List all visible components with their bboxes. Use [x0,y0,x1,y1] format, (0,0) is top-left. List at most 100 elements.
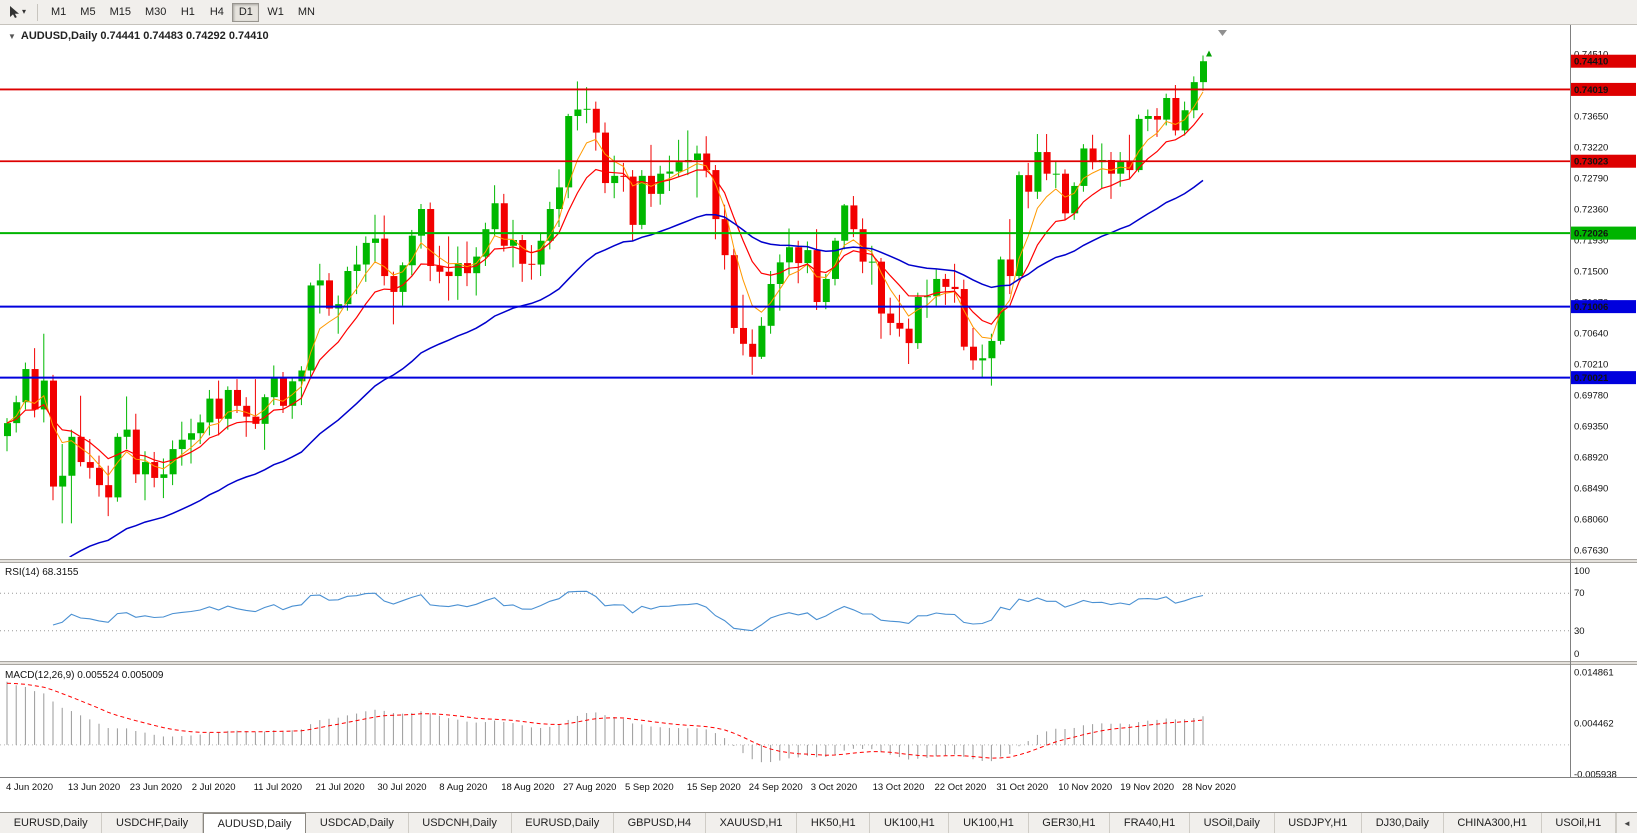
svg-text:19 Nov 2020: 19 Nov 2020 [1120,782,1174,793]
svg-text:0.72026: 0.72026 [1574,229,1608,240]
timeframe-button-m15[interactable]: M15 [104,3,137,22]
chart-tab-eurusd-daily[interactable]: EURUSD,Daily [511,813,614,833]
svg-text:0.004462: 0.004462 [1574,718,1614,729]
timeframe-button-mn[interactable]: MN [292,3,321,22]
svg-text:0.71930: 0.71930 [1574,236,1608,247]
svg-text:21 Jul 2020: 21 Jul 2020 [316,782,365,793]
chart-tab-hk50-h1[interactable]: HK50,H1 [797,813,871,833]
svg-text:0.68920: 0.68920 [1574,453,1608,464]
svg-text:0.71500: 0.71500 [1574,267,1608,278]
svg-text:24 Sep 2020: 24 Sep 2020 [749,782,803,793]
svg-text:0.67630: 0.67630 [1574,546,1608,557]
svg-text:100: 100 [1574,566,1590,577]
svg-text:27 Aug 2020: 27 Aug 2020 [563,782,616,793]
svg-text:0.014861: 0.014861 [1574,668,1614,679]
chart-tab-ger30-h1[interactable]: GER30,H1 [1028,813,1111,833]
svg-text:28 Nov 2020: 28 Nov 2020 [1182,782,1236,793]
chart-tab-usdjpy-h1[interactable]: USDJPY,H1 [1274,813,1363,833]
pointer-tool-button[interactable]: ▾ [3,2,31,22]
svg-text:0.69780: 0.69780 [1574,391,1608,402]
macd-histogram [6,681,1204,763]
svg-text:30: 30 [1574,626,1585,637]
svg-text:0.72360: 0.72360 [1574,205,1608,216]
timeframe-button-d1[interactable]: D1 [232,2,260,22]
chart-tab-eurusd-daily[interactable]: EURUSD,Daily [0,813,103,833]
svg-text:22 Oct 2020: 22 Oct 2020 [935,782,987,793]
macd-indicator-label: MACD(12,26,9) 0.005524 0.005009 [5,670,164,681]
ohlc-readout: ▼ AUDUSD,Daily 0.74441 0.74483 0.74292 0… [8,30,269,42]
svg-text:0: 0 [1574,649,1579,660]
chart-tab-audusd-daily[interactable]: AUDUSD,Daily [202,813,307,833]
ohlc-readout-text: AUDUSD,Daily 0.74441 0.74483 0.74292 0.7… [20,30,269,42]
chart-tab-uk100-h1[interactable]: UK100,H1 [949,813,1029,833]
price-chart[interactable]: 0.745100.736500.732200.727900.723600.719… [0,25,1637,812]
cursor-icon [10,6,19,18]
chart-shift-icon [1218,30,1227,36]
macd-signal-line [6,682,1204,759]
svg-text:11 Jul 2020: 11 Jul 2020 [254,782,302,793]
svg-text:70: 70 [1574,588,1585,599]
chart-tab-fra40-h1[interactable]: FRA40,H1 [1110,813,1190,833]
price-levels: 0.74410 0.74019 0.73023 0.72026 0.71006 0.700… [0,54,1636,385]
timeframe-button-h4[interactable]: H4 [203,3,230,22]
price-badge [1571,300,1636,314]
svg-text:0.70640: 0.70640 [1574,329,1608,340]
toolbar-separator [37,3,39,21]
timeframe-buttons: M1 M5 M15 M30 H1 H4 D1 W1 MN [44,2,322,22]
timeframe-toolbar: ▾ M1 M5 M15 M30 H1 H4 D1 W1 MN [0,0,1637,25]
up-arrow-icon [1206,50,1212,57]
svg-text:0.73650: 0.73650 [1574,112,1608,123]
svg-text:0.74019: 0.74019 [1574,85,1608,96]
svg-text:13 Oct 2020: 13 Oct 2020 [873,782,925,793]
price-badge [1571,371,1636,385]
svg-text:3 Oct 2020: 3 Oct 2020 [811,782,857,793]
svg-text:30 Jul 2020: 30 Jul 2020 [377,782,426,793]
svg-text:10 Nov 2020: 10 Nov 2020 [1058,782,1112,793]
timeframe-button-h1[interactable]: H1 [174,3,201,22]
svg-text:0.73023: 0.73023 [1574,157,1608,168]
svg-text:0.72790: 0.72790 [1574,174,1608,185]
price-badge [1571,54,1636,68]
svg-text:2 Jul 2020: 2 Jul 2020 [192,782,236,793]
timeframe-button-w1[interactable]: W1 [261,3,290,22]
rsi-line [52,590,1204,632]
svg-text:23 Jun 2020: 23 Jun 2020 [130,782,182,793]
svg-text:4 Jun 2020: 4 Jun 2020 [6,782,53,793]
chart-tab-xauusd-h1[interactable]: XAUUSD,H1 [705,813,798,833]
chart-tab-usoil-h1[interactable]: USOil,H1 [1541,813,1616,833]
svg-text:8 Aug 2020: 8 Aug 2020 [439,782,487,793]
svg-text:0.74410: 0.74410 [1574,57,1608,68]
chart-tab-usdcad-daily[interactable]: USDCAD,Daily [306,813,409,833]
date-axis: 4 Jun 2020 13 Jun 2020 23 Jun 2020 2 Jul 20… [6,782,1236,793]
chart-tab-gbpusd-h4[interactable]: GBPUSD,H4 [613,813,706,833]
chevron-down-icon: ▾ [22,7,27,16]
svg-text:0.71006: 0.71006 [1574,302,1608,313]
price-badge [1571,82,1636,96]
chart-tab-china300-h1[interactable]: CHINA300,H1 [1443,813,1542,833]
svg-text:-0.005938: -0.005938 [1574,770,1617,781]
chart-tab-bar: EURUSD,Daily USDCHF,Daily AUDUSD,Daily USDC… [0,812,1637,833]
svg-text:0.73220: 0.73220 [1574,143,1608,154]
chart-tab-usdchf-daily[interactable]: USDCHF,Daily [102,813,203,833]
chart-tab-dj30-daily[interactable]: DJ30,Daily [1362,813,1444,833]
svg-text:13 Jun 2020: 13 Jun 2020 [68,782,120,793]
svg-text:0.70021: 0.70021 [1574,373,1609,384]
svg-text:15 Sep 2020: 15 Sep 2020 [687,782,741,793]
tab-scroll-left-button[interactable]: ◄ [1615,813,1637,833]
ma-slow-blue [68,179,1204,557]
rsi-indicator-label: RSI(14) 68.3155 [5,567,79,578]
chart-tab-usdcnh-daily[interactable]: USDCNH,Daily [408,813,512,833]
timeframe-button-m5[interactable]: M5 [74,3,101,22]
chart-tab-usoil-daily[interactable]: USOil,Daily [1189,813,1275,833]
svg-text:0.69350: 0.69350 [1574,422,1608,433]
svg-text:0.68490: 0.68490 [1574,484,1608,495]
timeframe-button-m1[interactable]: M1 [45,3,72,22]
symbol-marker-icon: ▼ [8,31,16,41]
timeframe-button-m30[interactable]: M30 [139,3,172,22]
svg-text:31 Oct 2020: 31 Oct 2020 [996,782,1048,793]
svg-text:18 Aug 2020: 18 Aug 2020 [501,782,554,793]
price-badge [1571,154,1636,168]
chart-area: 0.745100.736500.732200.727900.723600.719… [0,25,1637,812]
chart-tab-uk100-h1[interactable]: UK100,H1 [870,813,950,833]
